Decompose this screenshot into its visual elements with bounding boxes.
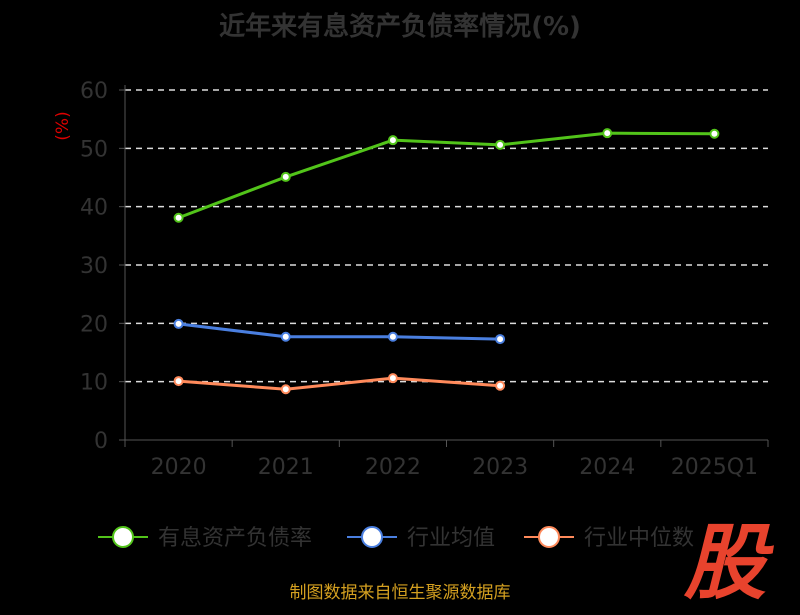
data-point — [280, 331, 291, 342]
y-tick-label: 40 — [80, 196, 108, 221]
legend-label: 有息资产负债率 — [158, 526, 312, 551]
legend-label: 行业均值 — [407, 526, 495, 551]
series-line-2 — [178, 376, 501, 391]
legend-marker — [361, 526, 383, 548]
data-point — [280, 384, 291, 395]
source-note: 制图数据来自恒生聚源数据库 — [289, 583, 511, 603]
data-point — [173, 376, 184, 387]
chart-title: 近年来有息资产负债率情况(%) — [219, 12, 581, 42]
legend-marker — [112, 526, 134, 548]
watermark-logo: 股 — [684, 516, 766, 611]
data-point — [495, 380, 506, 391]
legend-label: 行业中位数 — [584, 526, 694, 551]
line-chart: 0 10 20 30 40 50 60 (%) 2020 2021 2022 2023 2024 2025… — [53, 79, 769, 551]
x-tick-label: 2023 — [472, 455, 528, 480]
x-tick-label: 2022 — [365, 455, 421, 480]
data-point — [387, 373, 398, 384]
data-point — [709, 128, 720, 139]
x-tick-label: 2021 — [258, 455, 314, 480]
x-tick-label: 2025Q1 — [671, 455, 758, 480]
data-point — [495, 334, 506, 345]
data-point — [173, 318, 184, 329]
legend-marker — [538, 526, 560, 548]
data-point — [280, 171, 291, 182]
data-point — [387, 331, 398, 342]
y-tick-label: 20 — [80, 312, 108, 337]
x-tick-label: 2024 — [579, 455, 635, 480]
data-point — [387, 135, 398, 146]
data-point — [495, 139, 506, 150]
series-line-1 — [178, 322, 501, 341]
y-tick-label: 10 — [80, 371, 108, 396]
data-point — [602, 128, 613, 139]
x-tick-label: 2020 — [151, 455, 207, 480]
y-tick-label: 50 — [80, 137, 108, 162]
y-tick-label: 30 — [80, 254, 108, 279]
series-line-0 — [178, 131, 715, 220]
y-axis-label: (%) — [53, 111, 73, 140]
data-point — [173, 212, 184, 223]
y-tick-label: 60 — [80, 79, 108, 104]
y-tick-label: 0 — [94, 429, 108, 454]
